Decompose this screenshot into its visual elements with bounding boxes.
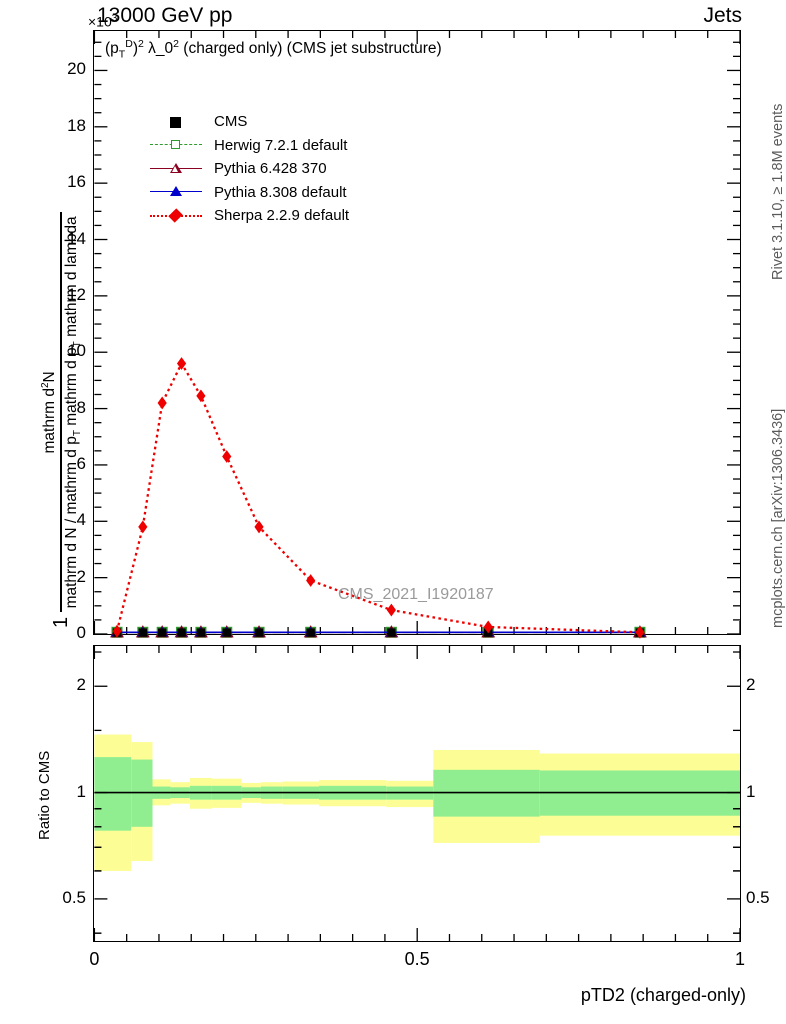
- title-part-p-sub: T: [118, 48, 126, 61]
- y-tick-label: 8: [76, 397, 86, 417]
- main-y-axis-denominator: mathrm d N / mathrm d pT mathrm d pT mat…: [62, 216, 83, 609]
- y-tick-label: 12: [67, 284, 86, 304]
- main-y-axis-numerator: mathrm d2N: [40, 371, 59, 454]
- x-tick-label: 0: [89, 949, 100, 969]
- y-tick-label: 1: [746, 781, 756, 801]
- main-y-axis-leading-one: 1: [49, 616, 72, 628]
- legend-key-cms: [150, 114, 202, 130]
- ratio-y-tick-labels-right: 0.5 1 2: [746, 0, 786, 1024]
- title-part-lambda: λ_0: [148, 40, 174, 58]
- x-tick-label: 1: [734, 949, 746, 969]
- y-tick-label: 2: [746, 675, 756, 695]
- title-part-p: (p: [105, 40, 119, 58]
- legend: CMS Herwig 7.2.1 default Pythia 6.428 37…: [150, 110, 349, 228]
- x-axis-title: pTD2 (charged-only): [580, 985, 746, 1005]
- main-y-axis-title: 1 mathrm d2N mathrm d N / mathrm d pT ma…: [40, 212, 83, 628]
- title-part-lambda-exp: 2: [173, 38, 179, 50]
- legend-key-herwig: [150, 137, 202, 153]
- legend-label-pythia6: Pythia 6.428 370: [214, 160, 327, 178]
- analysis-id-watermark: CMS_2021_I1920187: [338, 586, 494, 603]
- plot-title: (pTD)2 λ_02 (charged only) (CMS jet subs…: [105, 38, 442, 60]
- y-tick-label: 0.5: [746, 887, 770, 907]
- y-tick-label: 2: [76, 675, 86, 695]
- diamond-marker: [168, 208, 183, 223]
- main-y-tick-labels: 0 2 4 6 8 10 12 14 16 18 20: [30, 0, 86, 1024]
- y-tick-label: 2: [76, 566, 86, 586]
- main-y-axis-fraction: mathrm d2N mathrm d N / mathrm d pT math…: [40, 212, 83, 613]
- y-tick-label: 4: [76, 510, 86, 530]
- analysis-category-label: Jets: [703, 4, 742, 27]
- ratio-plot-panel: [93, 645, 741, 942]
- title-part-close: ): [132, 40, 138, 58]
- open-square-marker: [171, 140, 180, 150]
- y-tick-label: 10: [67, 341, 86, 361]
- ratio-y-axis-title: Ratio to CMS: [36, 750, 53, 840]
- y-tick-label: 16: [67, 172, 86, 192]
- mcplots-credit-label: mcplots.cern.ch [arXiv:1306.3436]: [770, 408, 786, 628]
- y-tick-label: 1: [76, 781, 86, 801]
- title-part-close-exp: 2: [137, 38, 144, 50]
- y-tick-label: 14: [67, 228, 86, 248]
- open-triangle-marker: [170, 162, 182, 173]
- rivet-version-label: Rivet 3.1.10, ≥ 1.8M events: [770, 103, 786, 280]
- legend-entry-cms[interactable]: CMS: [150, 110, 349, 134]
- y-tick-label: 20: [67, 59, 86, 79]
- y-axis-scale-exponent: ×103: [88, 13, 118, 30]
- filled-triangle-marker: [170, 186, 182, 197]
- y-tick-label: 18: [67, 115, 86, 135]
- legend-key-pythia6: [150, 161, 202, 177]
- y-tick-label: 6: [76, 453, 86, 473]
- y-tick-label: 0.5: [62, 887, 86, 907]
- title-part-rest: (charged only) (CMS jet substructure): [183, 40, 442, 58]
- legend-label-pythia8: Pythia 8.308 default: [214, 183, 347, 201]
- ratio-y-tick-labels-left: 0.5 1 2: [24, 0, 86, 1024]
- legend-label-cms: CMS: [214, 113, 248, 131]
- filled-square-marker: [170, 116, 181, 128]
- legend-label-herwig: Herwig 7.2.1 default: [214, 136, 348, 154]
- legend-entry-herwig[interactable]: Herwig 7.2.1 default: [150, 134, 349, 158]
- y-tick-label: 0: [76, 623, 86, 642]
- x-tick-label: 0.5: [404, 949, 430, 969]
- legend-key-sherpa: [150, 208, 202, 224]
- legend-key-pythia8: [150, 184, 202, 200]
- legend-entry-pythia6[interactable]: Pythia 6.428 370: [150, 157, 349, 181]
- legend-label-sherpa: Sherpa 2.2.9 default: [214, 207, 350, 225]
- beam-energy-label: 13000 GeV pp: [97, 4, 233, 27]
- title-part-p-sup: D: [125, 38, 133, 50]
- legend-entry-sherpa[interactable]: Sherpa 2.2.9 default: [150, 204, 349, 228]
- legend-entry-pythia8[interactable]: Pythia 8.308 default: [150, 181, 349, 205]
